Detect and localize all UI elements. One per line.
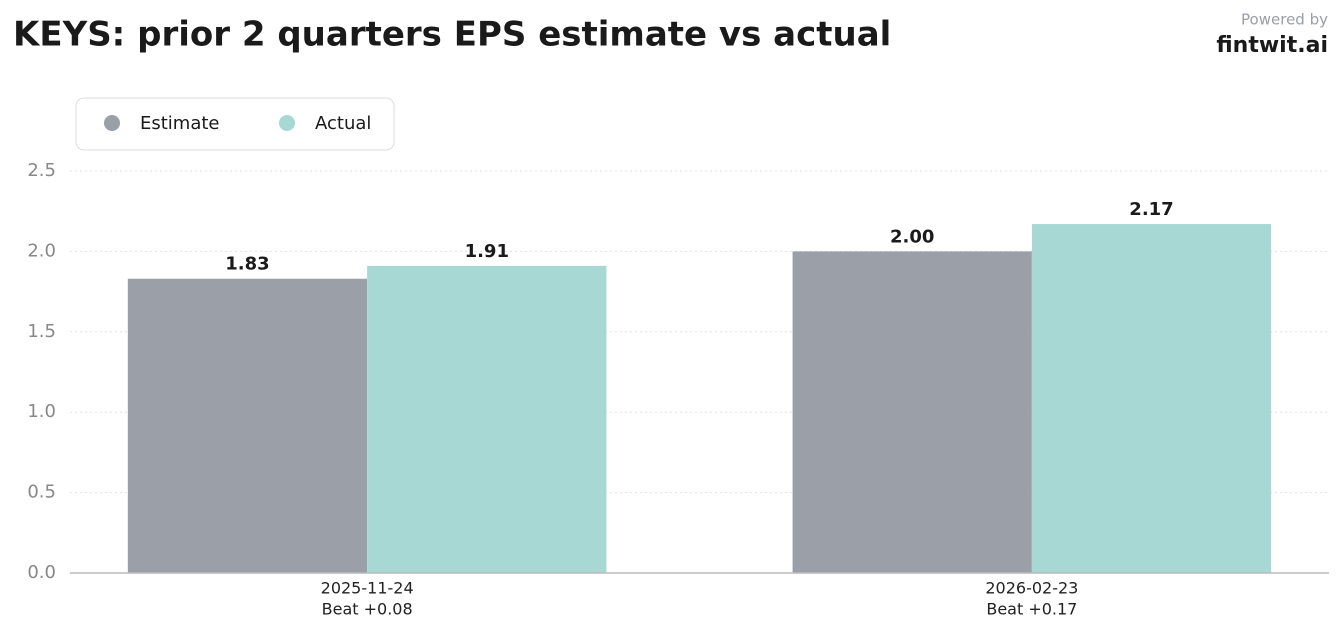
y-tick-label: 2.5 [27, 160, 56, 181]
y-tick-label: 1.5 [27, 321, 56, 342]
y-tick-label: 0.5 [27, 482, 56, 503]
watermark-brand: fintwit.ai [1216, 33, 1328, 58]
legend-box [75, 97, 395, 151]
bar [367, 265, 607, 573]
bar [792, 251, 1032, 573]
y-tick-label: 2.0 [27, 240, 56, 261]
y-tick-label: 0.0 [27, 562, 56, 583]
value-label: 2.00 [890, 226, 934, 247]
x-tick-sublabel: Beat +0.17 [986, 600, 1077, 619]
chart-title: KEYS: prior 2 quarters EPS estimate vs a… [13, 15, 891, 55]
x-tick-sublabel: Beat +0.08 [322, 600, 413, 619]
value-label: 1.91 [465, 241, 509, 262]
legend-label: Estimate [140, 113, 220, 134]
y-tick-label: 1.0 [27, 401, 56, 422]
legend-swatch [104, 115, 120, 131]
x-tick-label: 2026-02-23 [985, 579, 1078, 598]
watermark-label: Powered by [1241, 11, 1328, 29]
value-label: 1.83 [225, 254, 269, 275]
bar [127, 278, 368, 573]
bar [1031, 224, 1272, 573]
legend-swatch [279, 115, 295, 131]
value-label: 2.17 [1129, 199, 1173, 220]
legend-label: Actual [315, 113, 371, 134]
x-tick-label: 2025-11-24 [321, 579, 414, 598]
